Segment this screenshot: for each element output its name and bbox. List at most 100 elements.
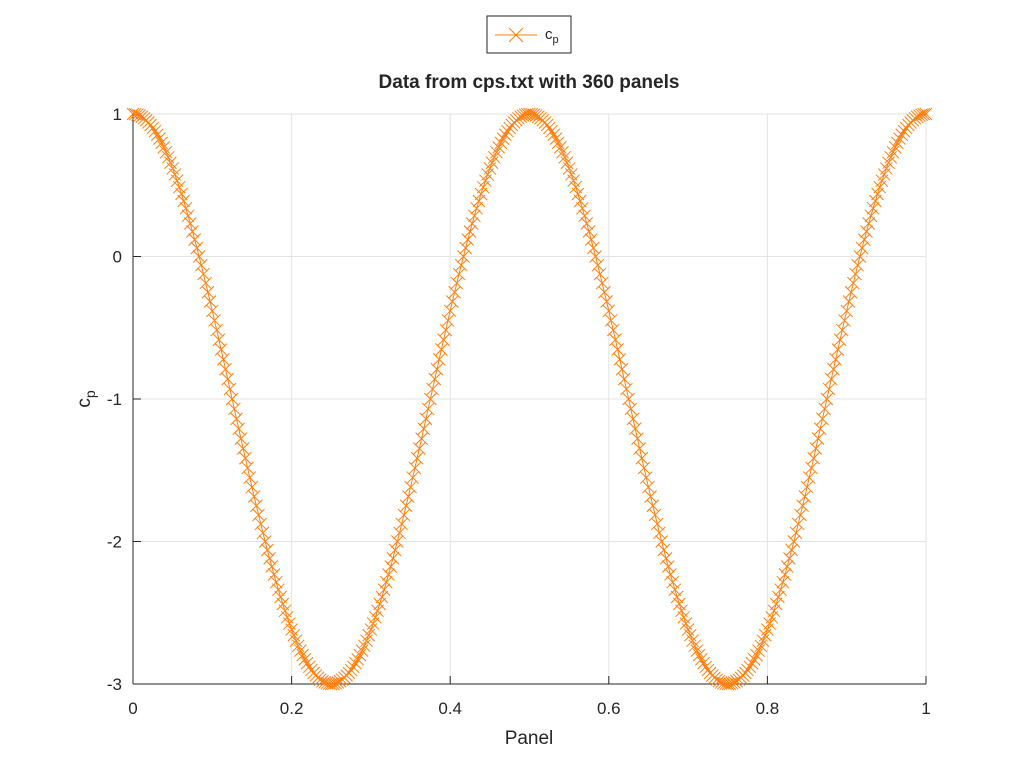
data-point-marker bbox=[247, 490, 261, 503]
data-point-marker bbox=[216, 352, 230, 366]
data-point-marker bbox=[197, 267, 210, 281]
data-point-marker bbox=[653, 526, 666, 540]
data-point-marker bbox=[578, 209, 591, 223]
data-point-marker bbox=[888, 141, 902, 154]
data-point-marker bbox=[772, 590, 785, 604]
data-point-marker bbox=[272, 583, 285, 597]
data-point-marker bbox=[267, 568, 281, 581]
data-point-marker bbox=[692, 648, 706, 662]
data-point-marker bbox=[549, 132, 563, 145]
data-point-marker bbox=[919, 107, 933, 121]
data-point-marker bbox=[866, 201, 880, 215]
data-point-marker bbox=[386, 552, 400, 565]
data-point-marker bbox=[811, 432, 825, 446]
data-point-marker bbox=[269, 575, 283, 589]
data-point-marker bbox=[459, 241, 472, 255]
data-point-marker bbox=[230, 412, 243, 426]
data-point-marker bbox=[752, 644, 765, 657]
data-point-marker bbox=[501, 124, 514, 138]
data-point-marker bbox=[648, 508, 662, 522]
data-point-marker bbox=[545, 124, 558, 138]
data-point-marker bbox=[393, 526, 406, 540]
data-point-marker bbox=[421, 402, 435, 416]
data-point-marker bbox=[490, 145, 503, 159]
data-point-marker bbox=[716, 676, 730, 690]
data-point-marker bbox=[697, 656, 710, 670]
data-point-marker bbox=[765, 610, 779, 624]
y-tick-label: 1 bbox=[113, 105, 122, 124]
data-point-marker bbox=[851, 258, 865, 272]
data-point-marker bbox=[895, 128, 909, 142]
data-point-marker bbox=[382, 568, 395, 581]
data-point-marker bbox=[694, 653, 708, 666]
data-point-marker bbox=[327, 677, 340, 691]
data-point-marker bbox=[745, 656, 759, 670]
ticks: 0 0.2 0.4 0.6 0.8 1 -3 -2 -1 0 1 bbox=[107, 105, 931, 718]
data-point-marker bbox=[448, 285, 461, 299]
x-tick-label: 0.2 bbox=[280, 699, 304, 718]
data-point-marker bbox=[368, 610, 382, 624]
data-point-marker bbox=[258, 535, 272, 548]
data-point-marker bbox=[615, 362, 629, 376]
data-point-marker bbox=[298, 653, 312, 666]
data-point-marker bbox=[329, 676, 343, 690]
data-point-marker bbox=[571, 187, 585, 201]
data-point-marker bbox=[172, 180, 186, 194]
legend: cp bbox=[486, 15, 572, 54]
x-tick-label: 0.6 bbox=[597, 699, 621, 718]
data-point-marker bbox=[666, 575, 680, 589]
data-point-marker bbox=[791, 517, 805, 531]
data-point-marker bbox=[432, 352, 446, 366]
data-point-marker bbox=[827, 362, 840, 376]
data-point-marker bbox=[796, 499, 809, 513]
grid bbox=[133, 113, 927, 684]
data-point-marker bbox=[186, 225, 199, 238]
data-point-marker bbox=[750, 648, 763, 662]
data-point-marker bbox=[598, 285, 611, 299]
series-c-p bbox=[126, 107, 933, 691]
data-point-marker bbox=[157, 141, 171, 154]
data-point-marker bbox=[331, 676, 345, 689]
data-point-marker bbox=[842, 295, 856, 308]
data-point-marker bbox=[774, 583, 787, 597]
data-point-marker bbox=[780, 560, 794, 573]
data-point-marker bbox=[302, 660, 316, 674]
data-point-marker bbox=[424, 392, 437, 406]
y-tick-label: -1 bbox=[107, 390, 122, 409]
y-axis-label-base: c bbox=[74, 398, 95, 408]
data-point-marker bbox=[628, 422, 642, 436]
data-point-marker bbox=[527, 108, 541, 122]
data-point-marker bbox=[569, 180, 583, 194]
data-point-marker bbox=[415, 432, 428, 446]
data-point-marker bbox=[146, 121, 160, 135]
data-point-marker bbox=[864, 209, 878, 223]
data-point-marker bbox=[177, 194, 191, 208]
data-point-marker bbox=[783, 552, 796, 565]
legend-label-base: c bbox=[545, 26, 553, 43]
data-point-marker bbox=[227, 402, 241, 416]
data-point-marker bbox=[573, 194, 587, 208]
data-point-marker bbox=[587, 241, 600, 255]
data-point-marker bbox=[646, 499, 660, 513]
data-point-marker bbox=[148, 124, 162, 138]
data-point-marker bbox=[778, 568, 792, 581]
data-point-marker bbox=[840, 304, 854, 318]
data-point-marker bbox=[644, 490, 658, 503]
data-point-marker bbox=[897, 124, 911, 138]
y-tick-label: -3 bbox=[107, 675, 122, 694]
data-point-marker bbox=[419, 412, 433, 426]
data-point-marker bbox=[620, 382, 633, 396]
data-point-marker bbox=[518, 108, 532, 122]
data-point-marker bbox=[829, 352, 843, 366]
data-point-marker bbox=[190, 241, 204, 255]
data-point-marker bbox=[626, 412, 640, 426]
data-point-marker bbox=[798, 490, 812, 503]
data-point-marker bbox=[245, 480, 259, 494]
data-point-marker bbox=[223, 382, 237, 396]
data-point-marker bbox=[661, 560, 675, 573]
data-point-marker bbox=[668, 583, 682, 597]
x-tick-label: 0 bbox=[128, 699, 137, 718]
data-point-marker bbox=[388, 543, 402, 557]
data-point-marker bbox=[655, 535, 669, 548]
data-point-marker bbox=[463, 225, 477, 238]
